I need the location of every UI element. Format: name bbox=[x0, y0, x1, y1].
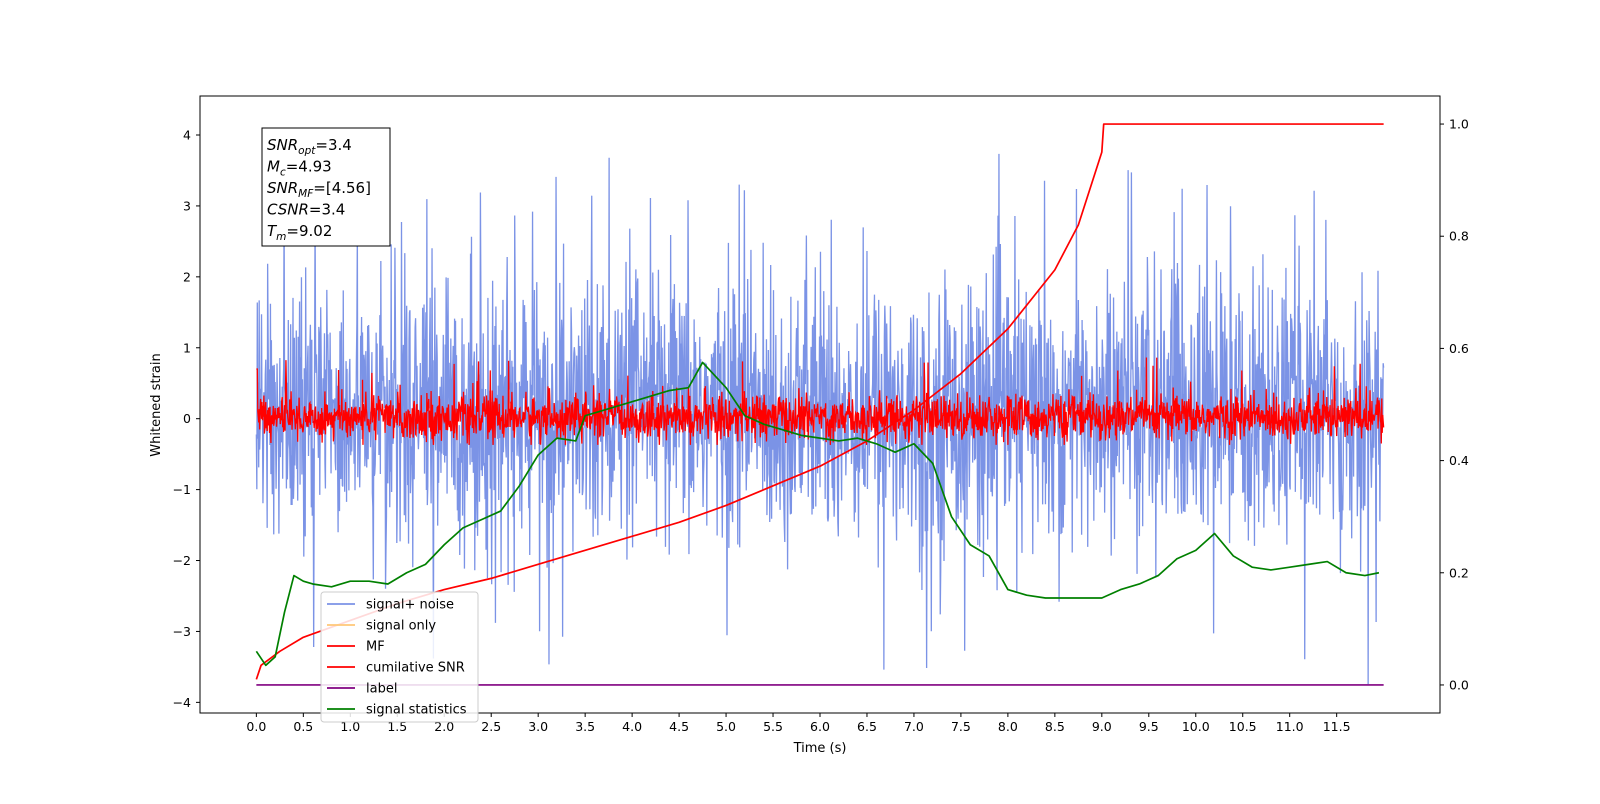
y-right-tick-label: 0.8 bbox=[1449, 229, 1469, 244]
annotation-line: SNRopt=3.4 bbox=[267, 136, 352, 157]
x-tick-label: 10.0 bbox=[1182, 719, 1210, 734]
x-tick-label: 7.5 bbox=[951, 719, 971, 734]
annotation-line: Tm=9.02 bbox=[267, 222, 332, 243]
annotation-subscript: c bbox=[280, 167, 286, 179]
y-tick-label: 0 bbox=[183, 411, 191, 426]
x-tick-label: 3.0 bbox=[528, 719, 548, 734]
x-tick-label: 11.5 bbox=[1323, 719, 1351, 734]
annotation-subscript: opt bbox=[298, 145, 316, 157]
annotation-symbol: M bbox=[267, 158, 280, 176]
legend-label: label bbox=[366, 682, 397, 697]
series-mf-line bbox=[256, 357, 1385, 445]
annotation-symbol: T bbox=[267, 222, 278, 240]
annotation-value: =[4.56] bbox=[313, 179, 371, 197]
annotation-value: =4.93 bbox=[286, 158, 332, 176]
x-tick-label: 6.0 bbox=[810, 719, 830, 734]
x-tick-label: 4.5 bbox=[669, 719, 689, 734]
legend-label: signal statistics bbox=[366, 703, 467, 718]
y-tick-label: 3 bbox=[183, 198, 191, 213]
x-tick-label: 2.0 bbox=[434, 719, 454, 734]
y-tick-label: 1 bbox=[183, 340, 191, 355]
axes-layer: 0.0 0.5 1.0 1.5 2.0 2.5 3.0 3.5 4.0 4.5 5.0 5.5 6.0 6… bbox=[173, 117, 1469, 734]
annotation-symbol: SNR bbox=[267, 136, 298, 154]
annotation-line: Mc=4.93 bbox=[267, 158, 332, 179]
y-right-tick-label: 1.0 bbox=[1449, 117, 1469, 132]
annotation-symbol: CSNR bbox=[267, 201, 309, 219]
x-tick-label: 6.5 bbox=[857, 719, 877, 734]
legend-frame bbox=[320, 591, 479, 723]
annotation-value: =3.4 bbox=[309, 201, 345, 219]
x-tick-label: 9.0 bbox=[1092, 719, 1112, 734]
x-tick-label: 3.5 bbox=[575, 719, 595, 734]
x-tick-label: 0.0 bbox=[246, 719, 266, 734]
x-axis-label: Time (s) bbox=[793, 741, 847, 756]
legend-label: signal only bbox=[366, 619, 436, 634]
y-tick-label: −1 bbox=[173, 482, 191, 497]
parameter-annotation-box: SNRopt=3.4Mc=4.93SNRMF=[4.56]CSNR=3.4Tm=… bbox=[261, 127, 391, 247]
x-tick-label: 8.0 bbox=[998, 719, 1018, 734]
x-tick-label: 9.5 bbox=[1139, 719, 1159, 734]
x-tick-label: 5.0 bbox=[716, 719, 736, 734]
y-tick-label: 2 bbox=[183, 269, 191, 284]
y-axis-label: Whitened strain bbox=[149, 353, 164, 456]
y-tick-label: 4 bbox=[183, 128, 191, 143]
x-tick-label: 0.5 bbox=[293, 719, 313, 734]
x-tick-label: 2.5 bbox=[481, 719, 501, 734]
x-tick-label: 4.0 bbox=[622, 719, 642, 734]
y-right-tick-label: 0.6 bbox=[1449, 341, 1469, 356]
legend-label: MF bbox=[366, 640, 385, 655]
x-tick-label: 8.5 bbox=[1045, 719, 1065, 734]
y-right-tick-label: 0.0 bbox=[1449, 677, 1469, 692]
annotation-subscript: m bbox=[276, 231, 286, 243]
annotation-line: CSNR=3.4 bbox=[267, 201, 345, 219]
y-tick-label: −4 bbox=[173, 695, 191, 710]
annotation-symbol: SNR bbox=[267, 179, 298, 197]
y-right-tick-label: 0.4 bbox=[1449, 453, 1469, 468]
chart-legend: signal+ noise signal only MF cumilative SNR… bbox=[320, 591, 479, 723]
annotation-value: =9.02 bbox=[286, 222, 332, 240]
x-tick-label: 10.5 bbox=[1229, 719, 1257, 734]
y-tick-label: −2 bbox=[173, 553, 191, 568]
annotation-value: =3.4 bbox=[315, 136, 351, 154]
legend-label: cumilative SNR bbox=[366, 661, 465, 676]
x-tick-label: 1.5 bbox=[387, 719, 407, 734]
annotation-subscript: MF bbox=[298, 188, 314, 200]
x-tick-label: 7.0 bbox=[904, 719, 924, 734]
series-signal-plus-noise-line bbox=[255, 153, 1385, 685]
annotation-line: SNRMF=[4.56] bbox=[267, 179, 371, 200]
x-tick-label: 1.0 bbox=[340, 719, 360, 734]
legend-label: signal+ noise bbox=[366, 598, 454, 613]
x-tick-label: 11.0 bbox=[1276, 719, 1304, 734]
y-right-tick-label: 0.2 bbox=[1449, 565, 1469, 580]
y-tick-label: −3 bbox=[173, 624, 191, 639]
series-signal-statistics-line bbox=[255, 361, 1380, 667]
annotation-frame bbox=[261, 127, 391, 247]
x-tick-label: 5.5 bbox=[763, 719, 783, 734]
